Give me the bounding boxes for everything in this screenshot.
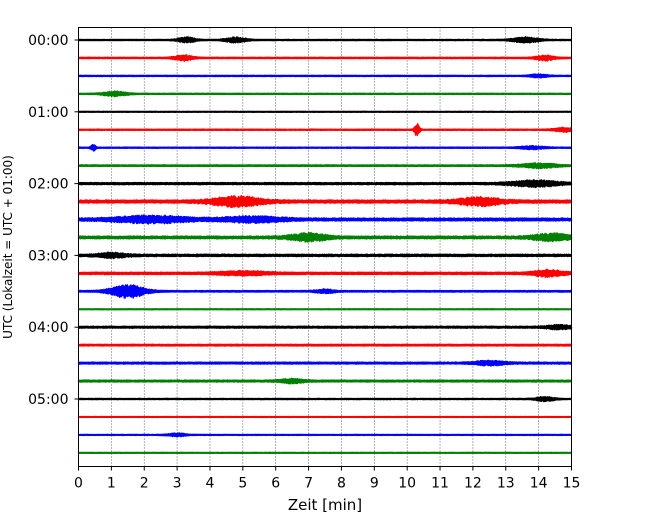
x-tick-label: 4	[206, 476, 215, 492]
x-tick-label: 3	[173, 476, 182, 492]
seismic-trace	[77, 343, 573, 347]
x-axis-label: Zeit [min]	[288, 496, 362, 514]
x-tick-label: 0	[74, 476, 83, 492]
x-tick-label: 11	[431, 476, 449, 492]
y-axis-ticks: 00:00 01:00 02:00 03:00 04:00 05:00	[28, 33, 79, 408]
y-tick-label: 01:00	[28, 105, 68, 121]
seismic-trace	[77, 54, 573, 62]
seismic-trace	[77, 432, 573, 438]
x-tick-label: 14	[530, 476, 548, 492]
seismic-trace	[77, 377, 573, 385]
seismic-trace	[77, 162, 573, 170]
seismic-trace	[77, 251, 573, 260]
x-tick-label: 8	[337, 476, 346, 492]
seismic-trace	[77, 143, 573, 152]
x-tick-label: 1	[107, 476, 116, 492]
y-axis-label: UTC (Lokalzeit = UTC + 01:00)	[1, 155, 15, 339]
seismic-trace	[77, 232, 573, 243]
seismic-trace	[77, 179, 573, 189]
seismic-trace	[77, 395, 573, 403]
x-tick-label: 13	[497, 476, 515, 492]
seismic-trace	[77, 268, 573, 279]
seismic-trace	[77, 36, 573, 44]
y-tick-label: 04:00	[28, 320, 68, 336]
x-axis-ticks: 0 1 2 3 4 5 6 7 8 9 10 11 12 13 14 15	[74, 466, 581, 492]
seismic-trace	[77, 110, 573, 113]
x-tick-label: 2	[140, 476, 149, 492]
seismic-trace	[77, 123, 573, 137]
x-tick-label: 9	[370, 476, 379, 492]
seismic-trace	[77, 359, 573, 367]
x-tick-label: 7	[304, 476, 313, 492]
seismic-trace	[77, 214, 573, 225]
y-tick-label: 03:00	[28, 248, 68, 264]
seismic-trace	[77, 415, 573, 419]
x-tick-label: 15	[563, 476, 581, 492]
seismic-trace	[77, 308, 573, 311]
x-tick-label: 10	[398, 476, 416, 492]
seismic-traces	[77, 36, 573, 455]
seismic-trace	[77, 73, 573, 79]
x-tick-label: 5	[238, 476, 247, 492]
seismic-trace	[77, 323, 573, 331]
plot-frame	[78, 27, 572, 467]
y-tick-label: 05:00	[28, 392, 68, 408]
seismic-trace	[77, 90, 573, 98]
x-tick-label: 6	[271, 476, 280, 492]
seismic-trace	[77, 451, 573, 455]
seismic-trace	[77, 194, 573, 209]
y-tick-label: 02:00	[28, 177, 68, 193]
grid-lines	[111, 27, 539, 467]
y-tick-label: 00:00	[28, 33, 68, 49]
seismic-trace	[77, 284, 573, 299]
x-tick-label: 12	[464, 476, 482, 492]
